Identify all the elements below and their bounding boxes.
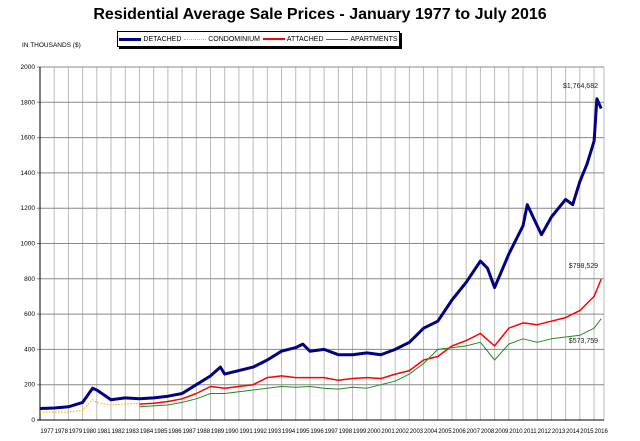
x-tick-label: 2006 xyxy=(452,429,466,435)
x-tick-label: 1980 xyxy=(83,429,97,435)
legend-label: CONDOMINIUM xyxy=(208,35,260,43)
x-tick-label: 2000 xyxy=(367,429,381,435)
x-tick-label: 1989 xyxy=(211,429,225,435)
legend-label: APARTMENTS xyxy=(350,35,398,43)
chart-title: Residential Average Sale Prices - Januar… xyxy=(93,6,547,23)
x-tick-label: 2005 xyxy=(438,429,452,435)
data-label: $1,764,682 xyxy=(563,83,598,90)
x-tick-label: 1993 xyxy=(268,429,282,435)
x-tick-label: 1990 xyxy=(225,429,239,435)
x-tick-label: 1982 xyxy=(111,429,125,435)
x-tick-label: 1998 xyxy=(339,429,353,435)
x-tick-label: 1984 xyxy=(140,429,154,435)
x-tick-label: 1986 xyxy=(168,429,182,435)
x-tick-label: 2013 xyxy=(552,429,566,435)
y-tick-label: 1800 xyxy=(21,99,36,106)
x-tick-label: 1979 xyxy=(69,429,83,435)
y-tick-label: 400 xyxy=(24,346,35,353)
legend-item-apartments: APARTMENTS xyxy=(326,35,398,43)
x-tick-label: 2008 xyxy=(481,429,495,435)
y-tick-label: 1000 xyxy=(21,241,36,248)
y-tick-label: 1600 xyxy=(21,135,36,142)
series-line-attached xyxy=(139,278,602,405)
legend-item-attached: ATTACHED xyxy=(262,35,324,43)
y-tick-label: 800 xyxy=(24,276,35,283)
x-tick-label: 2015 xyxy=(580,429,594,435)
series-line-detached xyxy=(39,97,603,410)
y-tick-label: 600 xyxy=(24,311,35,318)
x-tick-label: 2002 xyxy=(396,429,410,435)
x-tick-label: 2004 xyxy=(424,429,438,435)
x-tick-label: 1999 xyxy=(353,429,367,435)
y-tick-label: 1200 xyxy=(21,205,36,212)
x-tick-label: 1978 xyxy=(55,429,69,435)
legend-label: DETACHED xyxy=(143,35,182,43)
x-tick-label: 1987 xyxy=(182,429,196,435)
data-label: $798,529 xyxy=(569,263,598,270)
legend-item-detached: DETACHED xyxy=(119,36,181,43)
y-tick-label: 2000 xyxy=(21,64,36,71)
x-tick-label: 1994 xyxy=(282,429,296,435)
y-tick-label: 0 xyxy=(31,417,35,424)
legend: DETACHED CONDOMINIUM ATTACHED APARTMENTS xyxy=(117,31,400,47)
x-tick-label: 2007 xyxy=(467,429,481,435)
x-tick-label: 2009 xyxy=(495,429,509,435)
data-label: $573,759 xyxy=(569,338,598,345)
x-tick-label: 1992 xyxy=(254,429,268,435)
x-tick-label: 2010 xyxy=(509,429,523,435)
series-line-condominium xyxy=(40,399,139,413)
y-tick-label: 200 xyxy=(24,382,35,389)
x-tick-label: 1988 xyxy=(197,429,211,435)
x-tick-label: 2014 xyxy=(566,429,580,435)
x-tick-label: 2003 xyxy=(410,429,424,435)
x-tick-label: 1995 xyxy=(296,429,310,435)
x-tick-label: 1977 xyxy=(40,429,54,435)
x-tick-label: 2012 xyxy=(538,429,552,435)
x-tick-label: 1996 xyxy=(310,429,324,435)
x-tick-label: 1985 xyxy=(154,429,168,435)
y-axis-label: IN THOUSANDS ($) xyxy=(22,42,81,49)
y-tick-label: 1400 xyxy=(21,170,36,177)
legend-item-condominium: CONDOMINIUM xyxy=(184,36,260,43)
series-line-apartments xyxy=(139,318,602,408)
x-tick-label: 2011 xyxy=(524,429,538,435)
x-tick-label: 1997 xyxy=(325,429,339,435)
x-tick-label: 1981 xyxy=(97,429,111,435)
legend-label: ATTACHED xyxy=(286,35,324,43)
x-tick-label: 2016 xyxy=(594,429,608,435)
x-tick-label: 2001 xyxy=(381,429,395,435)
x-tick-label: 1991 xyxy=(239,429,253,435)
x-tick-label: 1983 xyxy=(126,429,140,435)
